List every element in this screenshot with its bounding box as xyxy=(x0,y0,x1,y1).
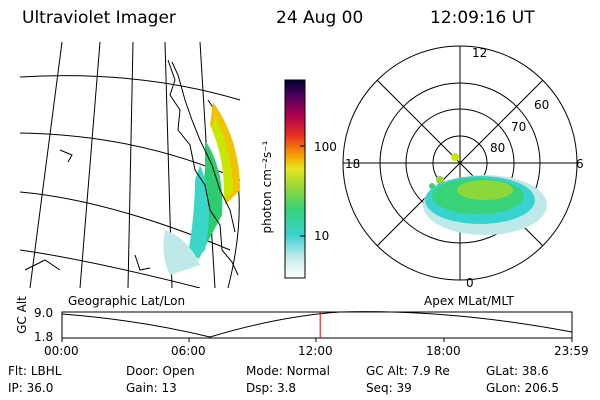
mode-info: Mode: Normal xyxy=(246,364,330,378)
lat-80-label: 80 xyxy=(490,141,506,155)
geo-aurora xyxy=(163,102,240,275)
polar-panel-label: Apex MLat/MLT xyxy=(424,294,514,308)
seq-info: Seq: 39 xyxy=(366,381,412,395)
gc-alt-info: GC Alt: 7.9 Re xyxy=(366,364,450,378)
time-tick-4: 23:59 xyxy=(554,344,589,358)
ip-info: IP: 36.0 xyxy=(8,381,54,395)
time-tick-0: 00:00 xyxy=(44,344,79,358)
mlt-12-label: 12 xyxy=(472,46,488,60)
instrument-title: Ultraviolet Imager xyxy=(22,8,176,28)
time-label: 12:09:16 UT xyxy=(430,8,535,28)
time-tick-2: 12:00 xyxy=(298,344,333,358)
time-tick-1: 06:00 xyxy=(171,344,206,358)
mlt-6-label: 6 xyxy=(576,157,584,171)
gc-alt-y-bottom: 1.8 xyxy=(34,330,54,344)
coastline xyxy=(24,59,239,276)
date-label: 24 Aug 00 xyxy=(276,8,364,28)
glat-info: GLat: 38.6 xyxy=(486,364,549,378)
mlt-0-label: 0 xyxy=(466,276,474,290)
door-info: Door: Open xyxy=(126,364,195,378)
gain-info: Gain: 13 xyxy=(126,381,177,395)
geo-panel-label: Geographic Lat/Lon xyxy=(68,294,186,308)
colorbar-tick-10: 10 xyxy=(314,229,330,243)
polar-aurora xyxy=(423,153,547,235)
mlt-18-label: 18 xyxy=(345,157,361,171)
dsp-info: Dsp: 3.8 xyxy=(246,381,297,395)
glon-info: GLon: 206.5 xyxy=(486,381,559,395)
colorbar-tick-100: 100 xyxy=(314,140,337,154)
time-tick-3: 18:00 xyxy=(426,344,461,358)
flt-info: Flt: LBHL xyxy=(8,364,62,378)
gc-alt-y-top: 9.0 xyxy=(34,306,54,320)
lat-60-label: 60 xyxy=(534,98,550,112)
gc-alt-axis-label: GC Alt xyxy=(15,296,29,334)
lat-70-label: 70 xyxy=(511,120,527,134)
